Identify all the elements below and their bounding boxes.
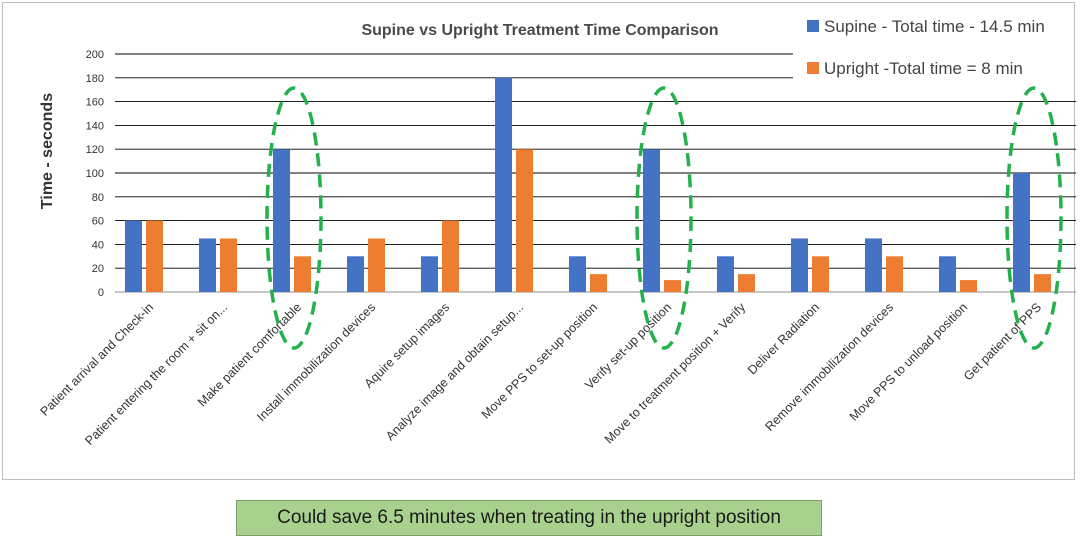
bar-upright bbox=[738, 274, 755, 292]
bar-supine bbox=[939, 256, 956, 292]
x-category-label: Move to treatment position + Verify bbox=[602, 300, 749, 447]
bar-upright bbox=[294, 256, 311, 292]
x-category-label: Analyze image and obtain setup... bbox=[383, 300, 526, 443]
y-tick-label: 200 bbox=[86, 49, 104, 61]
bar-supine bbox=[865, 238, 882, 292]
highlight-ellipses bbox=[265, 86, 1063, 350]
bar-upright bbox=[146, 220, 163, 292]
x-category-label: Install immobilization devices bbox=[254, 300, 378, 424]
y-tick-label: 40 bbox=[92, 239, 104, 251]
highlight-ellipse bbox=[635, 86, 693, 350]
bar-upright bbox=[664, 280, 681, 292]
bar-supine bbox=[125, 220, 142, 292]
bar-supine bbox=[717, 256, 734, 292]
bar-upright bbox=[442, 220, 459, 292]
x-category-label: Patient entering the room + sit on... bbox=[82, 300, 230, 448]
x-category-label: Move PPS to unload position bbox=[847, 300, 970, 423]
y-tick-label: 140 bbox=[86, 120, 104, 132]
y-tick-label: 0 bbox=[98, 287, 104, 299]
bars bbox=[125, 77, 1051, 292]
bar-supine bbox=[495, 77, 512, 292]
chart-frame: Supine vs Upright Treatment Time Compari… bbox=[2, 2, 1076, 480]
legend-label-supine: Supine - Total time - 14.5 min bbox=[824, 17, 1045, 36]
bar-supine bbox=[273, 149, 290, 292]
x-category-label: Get patient of PPS bbox=[961, 300, 1044, 383]
y-tick-label: 60 bbox=[92, 216, 104, 228]
y-tick-label: 120 bbox=[86, 144, 104, 156]
chart-title: Supine vs Upright Treatment Time Compari… bbox=[361, 22, 718, 39]
x-category-label: Remove immobilization devices bbox=[762, 300, 896, 434]
y-tick-label: 180 bbox=[86, 73, 104, 85]
bar-supine bbox=[791, 238, 808, 292]
grid-lines bbox=[115, 53, 1076, 293]
bar-supine bbox=[421, 256, 438, 292]
bar-supine bbox=[569, 256, 586, 292]
y-axis-ticks: 0 20 40 60 80 100 120 140 160 180 200 bbox=[86, 49, 104, 299]
bar-upright bbox=[960, 280, 977, 292]
highlight-ellipse bbox=[1005, 86, 1063, 350]
y-tick-label: 20 bbox=[92, 263, 104, 275]
bar-supine bbox=[199, 238, 216, 292]
bar-supine bbox=[1013, 173, 1030, 292]
bar-upright bbox=[516, 149, 533, 292]
bar-supine bbox=[643, 149, 660, 292]
y-tick-label: 80 bbox=[92, 192, 104, 204]
legend-label-upright: Upright -Total time = 8 min bbox=[824, 59, 1023, 78]
legend-swatch-supine bbox=[807, 20, 819, 32]
chart-svg: Supine vs Upright Treatment Time Compari… bbox=[38, 17, 1076, 448]
legend-swatch-upright bbox=[807, 62, 819, 74]
legend: Supine - Total time - 14.5 min Upright -… bbox=[807, 17, 1045, 78]
bar-upright bbox=[1034, 274, 1051, 292]
bar-upright bbox=[590, 274, 607, 292]
y-tick-label: 100 bbox=[86, 168, 104, 180]
y-axis-title: Time - seconds bbox=[39, 93, 56, 209]
bar-upright bbox=[368, 238, 385, 292]
bar-upright bbox=[812, 256, 829, 292]
y-tick-label: 160 bbox=[86, 97, 104, 109]
bar-supine bbox=[347, 256, 364, 292]
x-category-label: Deliver Radiation bbox=[745, 300, 822, 377]
savings-callout: Could save 6.5 minutes when treating in … bbox=[236, 500, 822, 536]
bar-upright bbox=[886, 256, 903, 292]
highlight-ellipse bbox=[265, 86, 323, 350]
bar-upright bbox=[220, 238, 237, 292]
